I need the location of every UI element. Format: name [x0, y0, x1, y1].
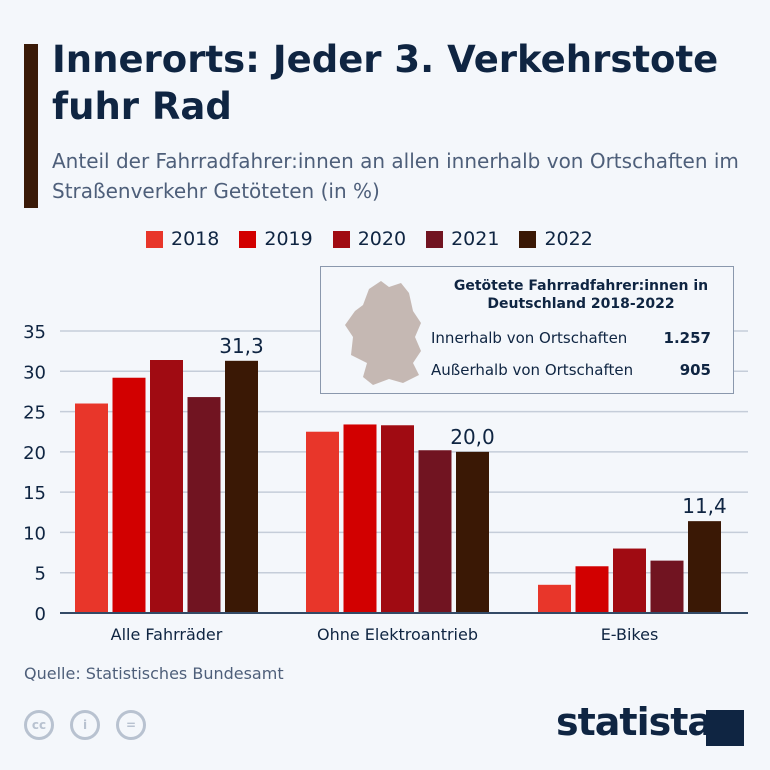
bar	[418, 450, 452, 613]
legend-swatch	[332, 230, 350, 248]
legend-swatch	[239, 230, 257, 248]
legend-label: 2021	[451, 228, 500, 250]
bar	[75, 403, 108, 613]
bar	[306, 431, 339, 613]
bar	[650, 560, 684, 613]
info-label: Innerhalb von Ortschaften	[431, 329, 628, 347]
subtitle: Anteil der Fahrradfahrer:innen an allen …	[52, 149, 739, 203]
bar	[575, 566, 609, 613]
info-value: 905	[679, 361, 711, 379]
y-tick-label: 5	[35, 564, 46, 585]
legend-item: 2020	[332, 228, 407, 250]
legend-label: 2022	[544, 228, 593, 250]
data-label: 11,4	[682, 494, 727, 518]
cc-icon[interactable]: cc	[24, 710, 54, 740]
x-category-label: Ohne Elektroantrieb	[317, 625, 478, 644]
statista-logo-mark	[706, 710, 744, 746]
legend-label: 2018	[171, 228, 220, 250]
y-tick-label: 10	[23, 523, 46, 544]
no-derivatives-icon[interactable]: =	[116, 710, 146, 740]
legend-item: 2018	[146, 228, 219, 250]
data-label: 20,0	[450, 425, 495, 449]
y-tick-label: 30	[23, 362, 46, 383]
attribution-icon[interactable]: i	[70, 710, 100, 740]
legend-swatch	[519, 230, 537, 248]
bar	[187, 397, 221, 613]
bar	[538, 584, 571, 613]
legend: 2018 2019 2020 2021 2022	[146, 228, 593, 250]
bar	[381, 425, 414, 613]
bar	[225, 360, 258, 613]
y-tick-label: 35	[23, 322, 46, 343]
legend-label: 2019	[264, 228, 313, 250]
bar	[613, 548, 646, 613]
info-title: Getötete Fahrradfahrer:innen in Deutschl…	[453, 278, 709, 312]
info-box: Getötete Fahrradfahrer:innen in Deutschl…	[320, 266, 734, 394]
x-category-label: E-Bikes	[601, 625, 659, 644]
bar	[343, 424, 377, 613]
y-tick-label: 15	[23, 483, 46, 504]
y-tick-label: 20	[23, 443, 46, 464]
legend-swatch	[426, 230, 444, 248]
legend-item: 2019	[239, 228, 313, 250]
bar-chart: 0 5 10 15 20 25 30 35 31,3 Alle Fahrräder 20,0 Ohne…	[23, 322, 748, 644]
bar	[112, 377, 146, 613]
page-title: Innerorts: Jeder 3. Verkehrstote fuhr Ra…	[52, 38, 719, 128]
title-accent-bar	[24, 44, 38, 208]
info-row: Innerhalb von Ortschaften 1.257	[431, 329, 711, 347]
legend-label: 2020	[357, 228, 407, 250]
info-label: Außerhalb von Ortschaften	[431, 361, 634, 379]
bar	[688, 521, 721, 613]
legend-item: 2021	[426, 228, 499, 250]
bar	[150, 360, 183, 613]
source: Quelle: Statistisches Bundesamt	[24, 664, 284, 683]
y-tick-label: 25	[23, 403, 46, 424]
bar	[456, 451, 489, 613]
legend-item: 2022	[519, 228, 593, 250]
x-category-label: Alle Fahrräder	[111, 625, 223, 644]
info-value: 1.257	[663, 329, 711, 347]
y-tick-label: 0	[35, 604, 46, 625]
statista-logo[interactable]: statista	[556, 700, 713, 744]
info-row: Außerhalb von Ortschaften 905	[431, 361, 711, 379]
germany-map-icon	[345, 281, 421, 385]
data-label: 31,3	[219, 334, 264, 358]
legend-swatch	[146, 230, 163, 248]
